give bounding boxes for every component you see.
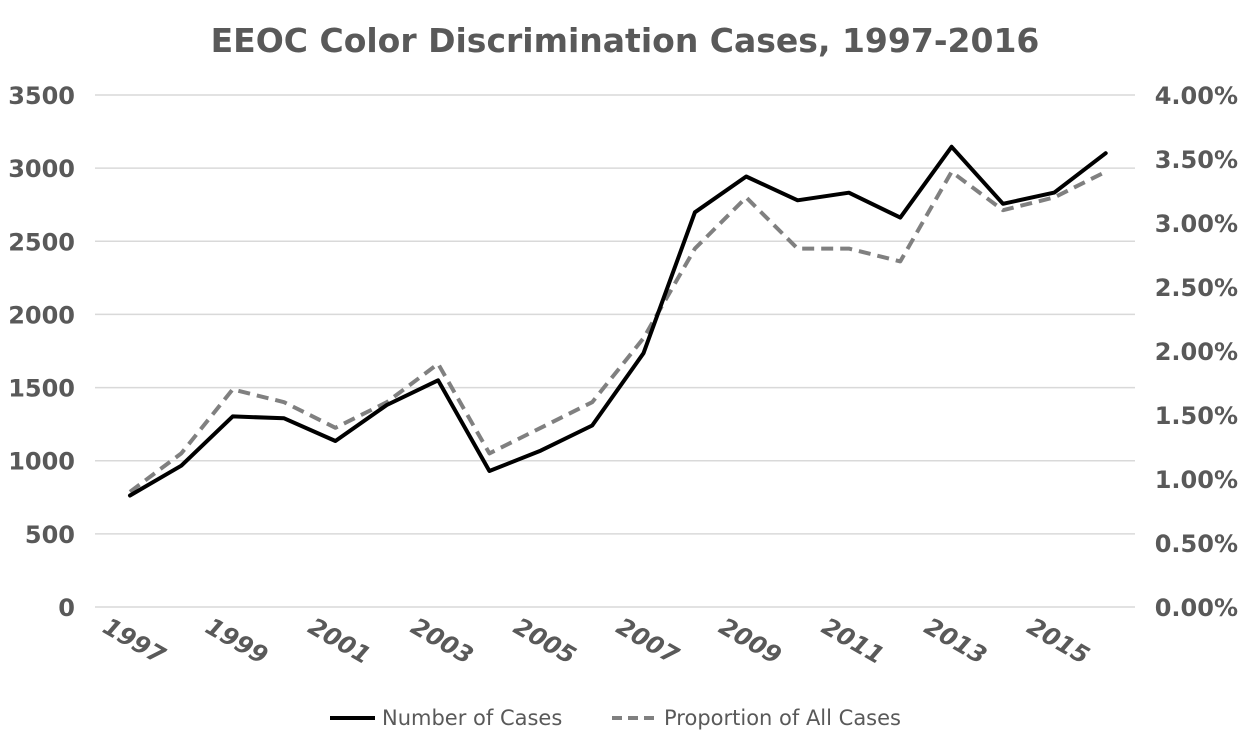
right-axis: 0.00% 0.50% 1.00% 1.50% 2.00% 2.50% 3.00% 3.50%… — [1155, 82, 1238, 622]
right-tick-label: 2.00% — [1155, 338, 1238, 366]
right-tick-label: 4.00% — [1155, 82, 1238, 110]
left-tick-label: 1500 — [8, 375, 75, 403]
x-tick-label: 2005 — [509, 612, 581, 670]
legend: Number of Cases Proportion of All Cases — [330, 706, 901, 730]
x-tick-label: 1999 — [201, 612, 273, 670]
right-tick-label: 3.00% — [1155, 210, 1238, 238]
legend-label-number-of-cases: Number of Cases — [382, 706, 562, 730]
x-tick-label: 2001 — [303, 612, 375, 670]
left-tick-label: 2000 — [8, 301, 75, 329]
series-line-number-of-cases — [128, 144, 1108, 498]
right-tick-label: 1.00% — [1155, 466, 1238, 494]
grid-lines — [95, 94, 1135, 608]
right-tick-label: 0.00% — [1155, 594, 1238, 622]
right-tick-label: 2.50% — [1155, 274, 1238, 302]
x-tick-label: 2007 — [612, 612, 684, 670]
left-axis: 0 500 1000 1500 2000 2500 3000 3500 — [8, 82, 75, 622]
right-tick-label: 3.50% — [1155, 146, 1238, 174]
chart-title: EEOC Color Discrimination Cases, 1997-20… — [211, 21, 1040, 60]
x-tick-label: 2015 — [1022, 612, 1094, 670]
x-tick-label: 2013 — [920, 612, 992, 670]
left-tick-label: 3500 — [8, 82, 75, 110]
left-tick-label: 1000 — [8, 448, 75, 476]
series-layer — [128, 144, 1108, 498]
right-tick-label: 1.50% — [1155, 402, 1238, 430]
x-tick-label: 2011 — [817, 612, 889, 670]
left-tick-label: 3000 — [8, 155, 75, 183]
x-tick-label: 2003 — [406, 612, 478, 670]
x-tick-label: 2009 — [714, 612, 786, 670]
x-tick-label: 1997 — [98, 612, 170, 670]
left-tick-label: 2500 — [8, 228, 75, 256]
x-axis: 1997 1999 2001 2003 2005 2007 2009 2011 2013 2015 — [98, 612, 1094, 670]
left-tick-label: 500 — [25, 521, 75, 549]
series-line-proportion — [128, 169, 1107, 494]
legend-label-proportion: Proportion of All Cases — [664, 706, 901, 730]
right-tick-label: 0.50% — [1155, 530, 1238, 558]
left-tick-label: 0 — [58, 594, 75, 622]
